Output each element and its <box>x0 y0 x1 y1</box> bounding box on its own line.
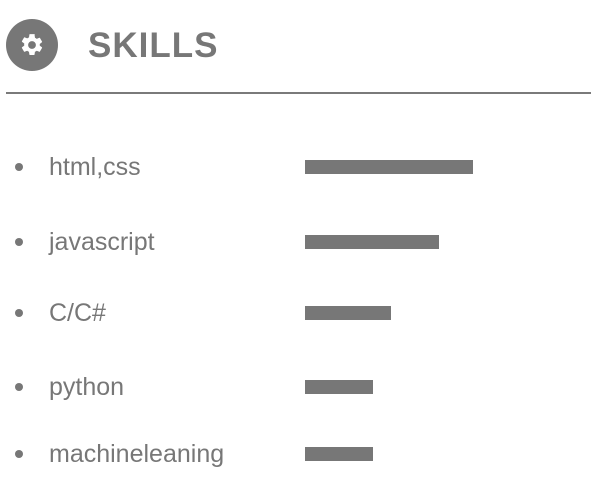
skill-level-bar <box>305 235 439 249</box>
skill-level-track <box>305 380 505 394</box>
bullet-icon <box>15 309 23 317</box>
skill-row: machineleaning <box>0 439 607 469</box>
bullet-icon <box>15 238 23 246</box>
skills-header: SKILLS <box>6 19 218 71</box>
skill-level-track <box>305 447 505 461</box>
skill-label: machineleaning <box>49 440 225 468</box>
skill-level-bar <box>305 447 373 461</box>
skill-label: python <box>49 373 125 401</box>
skill-level-bar <box>305 380 373 394</box>
bullet-icon <box>15 450 23 458</box>
skill-level-bar <box>305 160 473 174</box>
skill-label: C/C# <box>49 299 106 327</box>
skill-row: C/C# <box>0 298 607 328</box>
skill-level-bar <box>305 306 391 320</box>
skill-row: html,css <box>0 152 607 182</box>
header-divider <box>6 92 591 94</box>
bullet-icon <box>15 163 23 171</box>
skill-level-track <box>305 306 505 320</box>
bullet-icon <box>15 383 23 391</box>
skill-level-track <box>305 235 505 249</box>
skill-label: html,css <box>49 153 141 181</box>
skill-label: javascript <box>49 228 155 256</box>
skill-level-track <box>305 160 505 174</box>
gear-icon <box>6 19 58 71</box>
section-title: SKILLS <box>88 25 219 65</box>
skill-row: javascript <box>0 227 607 257</box>
skill-row: python <box>0 372 607 402</box>
